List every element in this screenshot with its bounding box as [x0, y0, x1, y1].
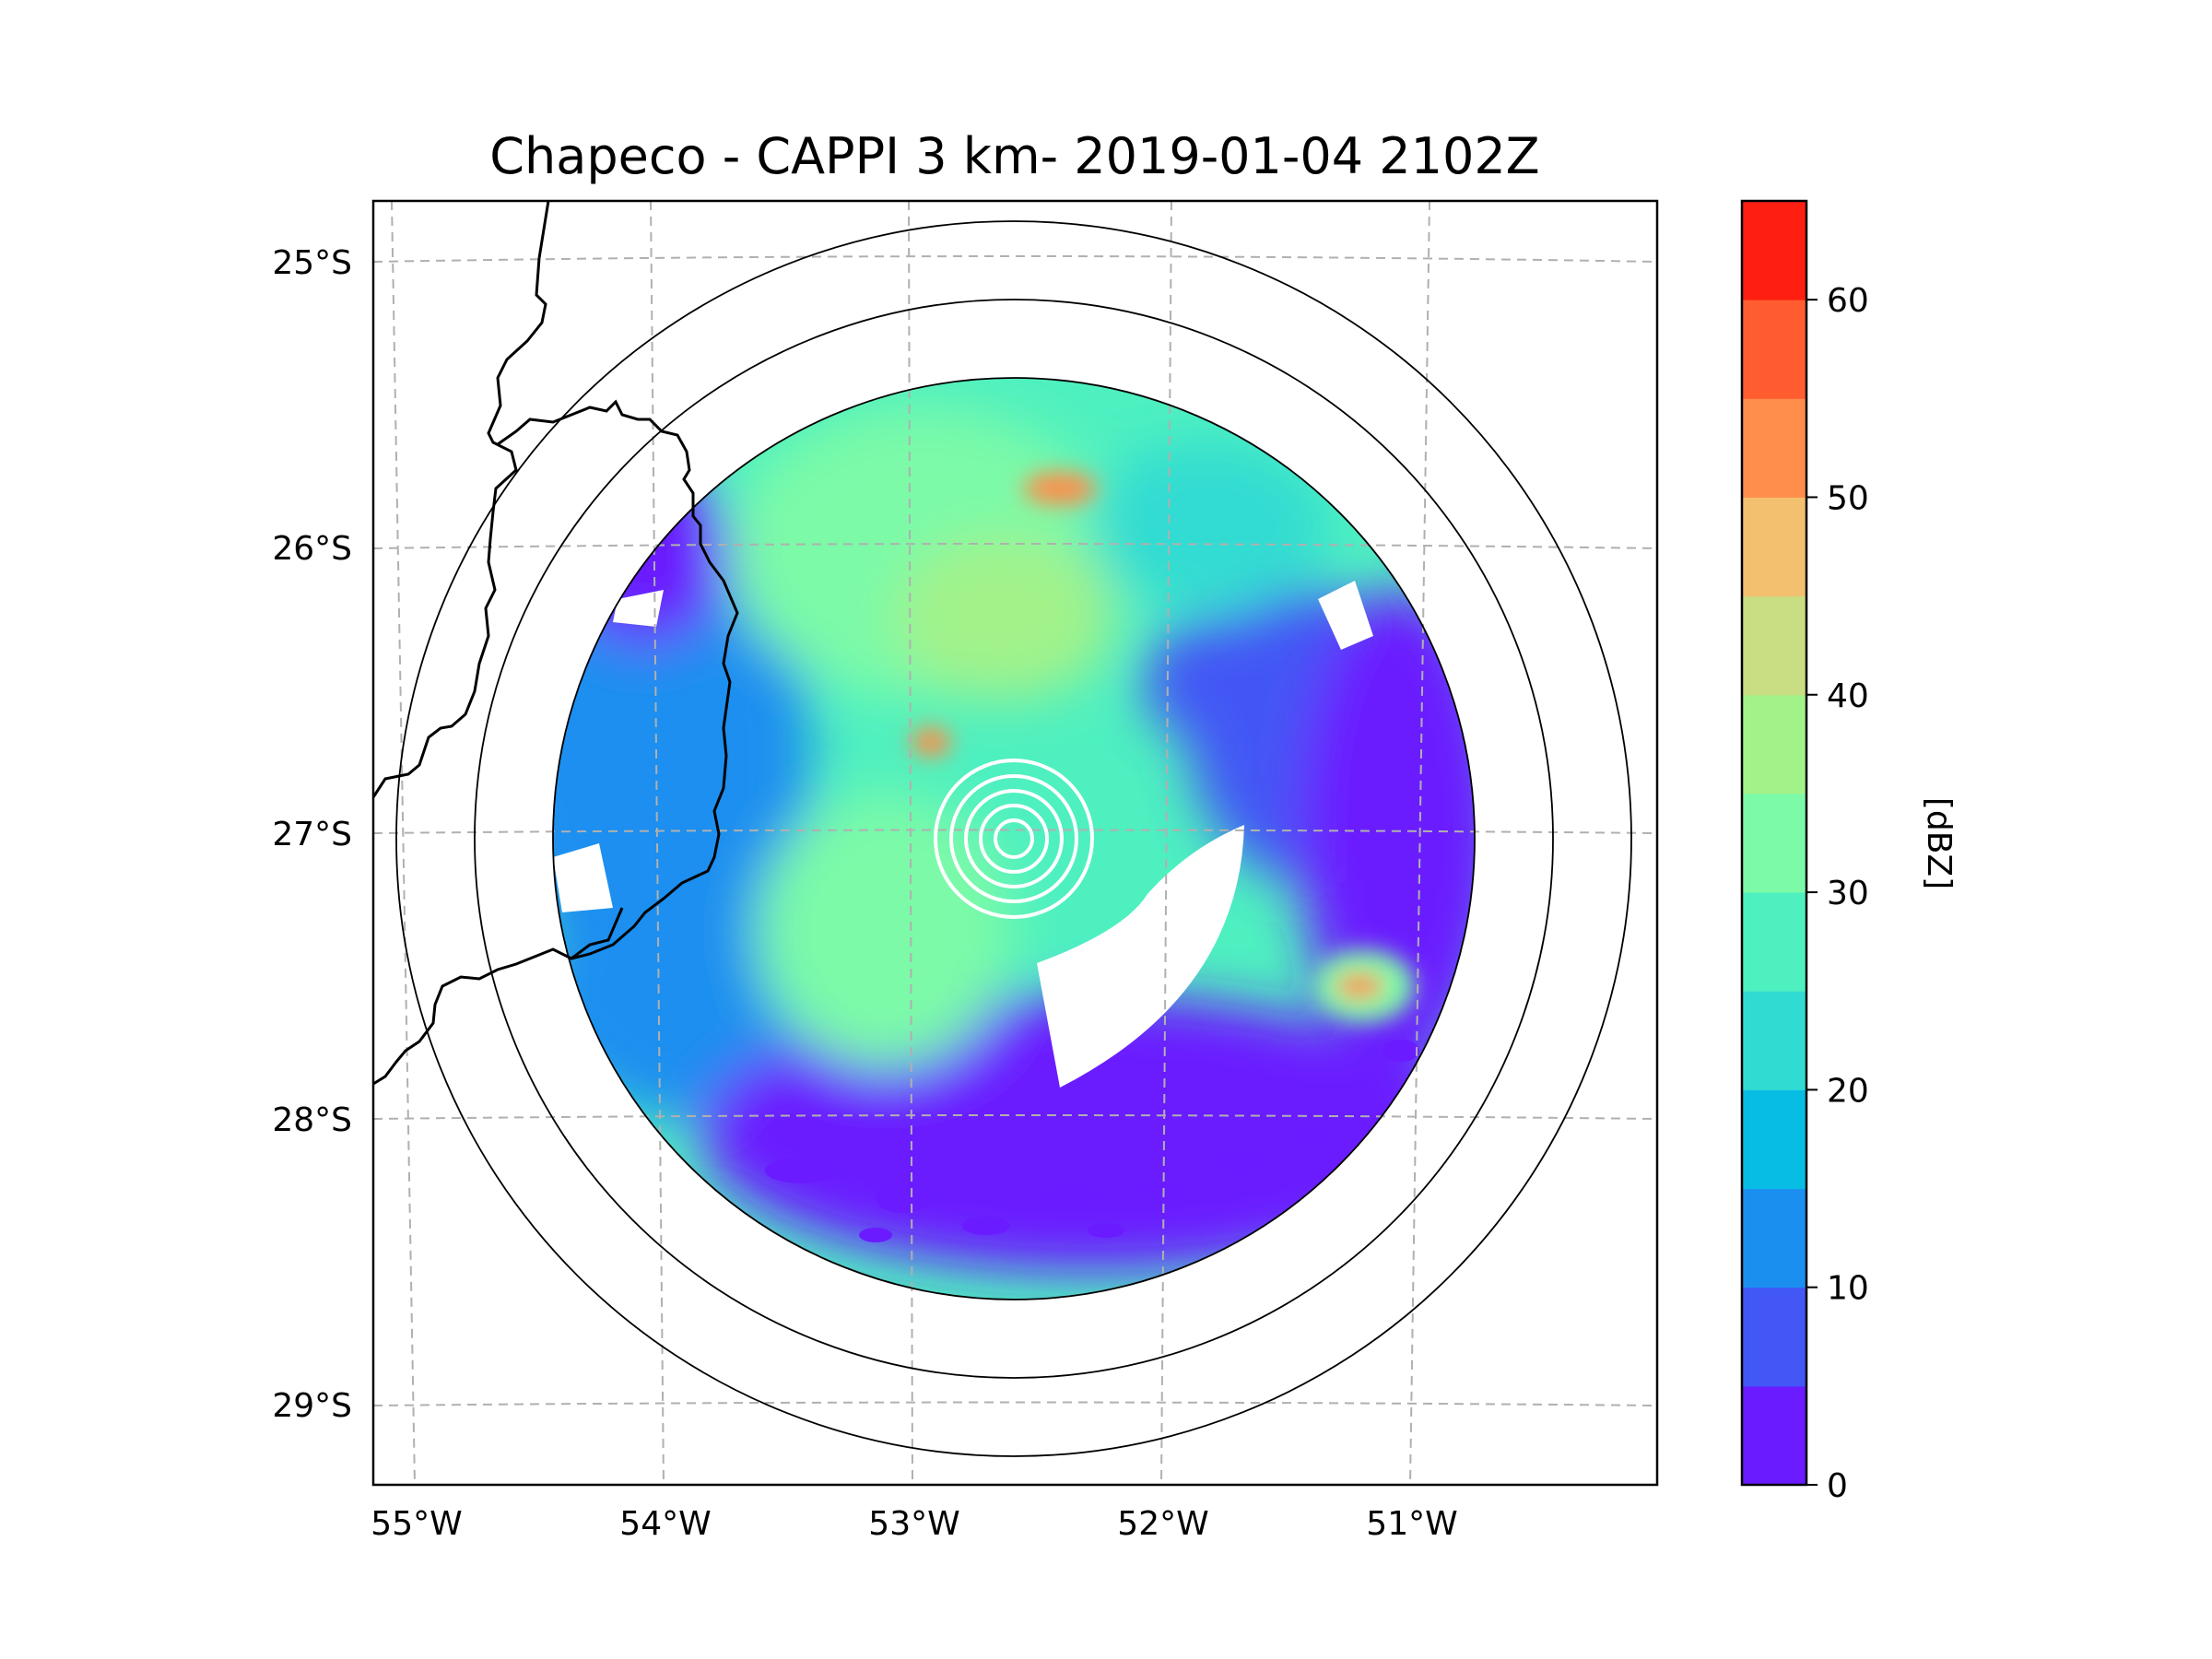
- fringe-blob: [765, 1158, 839, 1183]
- colorbar-segment: [1742, 300, 1806, 399]
- range-ring-outer: [395, 220, 1632, 1457]
- fringe-blob: [876, 1183, 931, 1213]
- colorbar-tick-label: 50: [1827, 479, 1869, 517]
- lon-label-53w: 53°W: [868, 1505, 959, 1543]
- colorbar-ticks: 0 10 20 30 40 50 60: [1806, 282, 1869, 1505]
- no-echo-sector-southeast: [1037, 825, 1244, 1088]
- no-echo-patch-northwest: [613, 590, 664, 627]
- map-title: Chapeco - CAPPI 3 km- 2019-01-04 2102Z: [489, 127, 1539, 185]
- longitude-labels: 55°W 54°W 53°W 52°W 51°W: [371, 1505, 1457, 1543]
- range-rings: [395, 220, 1632, 1457]
- colorbar-segment: [1742, 398, 1806, 498]
- colorbar: 0 10 20 30 40 50 60 [dBZ]: [1740, 199, 1958, 1505]
- site-ring: [994, 818, 1034, 859]
- lat-label-26s: 26°S: [272, 530, 352, 568]
- colorbar-segment: [1742, 201, 1806, 300]
- map-frame: [371, 199, 1659, 1487]
- fringe-blob: [1036, 1185, 1102, 1211]
- gridline-29s: [373, 1401, 1657, 1406]
- gridline-26s: [373, 543, 1657, 549]
- fringe-blob: [1135, 1178, 1187, 1200]
- colorbar-segment: [1742, 991, 1806, 1090]
- lon-label-52w: 52°W: [1117, 1505, 1208, 1543]
- lon-label-54w: 54°W: [619, 1505, 711, 1543]
- map-panel: [371, 199, 1659, 1487]
- gridline-52w: [1160, 201, 1172, 1485]
- echo-cell-east-core: [1335, 973, 1383, 999]
- fringe-blob: [1088, 1223, 1124, 1238]
- lon-label-51w: 51°W: [1366, 1505, 1457, 1543]
- echo-orange-center: [911, 727, 951, 757]
- site-ring: [979, 804, 1049, 874]
- lat-label-28s: 28°S: [272, 1101, 352, 1139]
- colorbar-segment: [1742, 497, 1806, 597]
- gridline-25s: [373, 255, 1657, 263]
- echo-green-north: [894, 535, 1115, 700]
- echo-mint-center: [756, 793, 1014, 1069]
- colorbar-segment: [1742, 892, 1806, 992]
- colorbar-segment: [1742, 793, 1806, 893]
- colorbar-label: [dBZ]: [1920, 797, 1958, 889]
- no-echo-patch-west: [553, 843, 613, 912]
- site-ring: [934, 759, 1094, 919]
- lat-label-27s: 27°S: [272, 816, 352, 853]
- lat-label-25s: 25°S: [272, 244, 352, 282]
- site-ring: [964, 789, 1064, 888]
- range-ring-mid: [474, 299, 1554, 1379]
- echo-orange-north: [1023, 472, 1097, 505]
- no-echo-patch-northeast: [1318, 581, 1373, 650]
- range-ring-inner: [552, 377, 1476, 1300]
- fringe-blob: [962, 1217, 1010, 1235]
- colorbar-segment: [1742, 1089, 1806, 1190]
- colorbar-tick-label: 10: [1827, 1270, 1869, 1308]
- border-brazil-argentina-south: [373, 907, 624, 1086]
- colorbar-tick-label: 60: [1827, 282, 1869, 320]
- colorbar-tick-label: 0: [1827, 1467, 1848, 1505]
- fringe-blob: [1285, 1123, 1333, 1145]
- colorbar-segment: [1742, 694, 1806, 794]
- colorbar-frame: [1740, 199, 1808, 1487]
- political-borders: [373, 201, 739, 1086]
- colorbar-segment: [1742, 595, 1806, 696]
- gridline-28s: [373, 1114, 1657, 1120]
- echo-cyan-northeast: [1088, 442, 1327, 608]
- echo-blue-center-east: [1143, 618, 1309, 747]
- map-gridlines: [373, 201, 1657, 1485]
- colorbar-tick-label: 20: [1827, 1072, 1869, 1110]
- gridline-51w: [1409, 201, 1430, 1485]
- gridline-53w: [908, 201, 913, 1485]
- colorbar-segment: [1742, 1188, 1806, 1288]
- colorbar-segments: [1742, 201, 1806, 1486]
- lon-label-55w: 55°W: [371, 1505, 462, 1543]
- colorbar-tick-label: 40: [1827, 677, 1869, 715]
- fringe-blob: [859, 1228, 892, 1242]
- gridline-55w: [391, 201, 416, 1485]
- radar-site-rings: [934, 759, 1094, 919]
- colorbar-segment: [1742, 1385, 1806, 1486]
- latitude-labels: 25°S 26°S 27°S 28°S 29°S: [272, 244, 352, 1425]
- border-misiones-brazil: [497, 399, 739, 960]
- gridline-27s: [373, 829, 1657, 834]
- fringe-blob: [1382, 1040, 1419, 1062]
- colorbar-segment: [1742, 1287, 1806, 1387]
- border-argentina-paraguay: [373, 201, 550, 798]
- lat-label-29s: 29°S: [272, 1387, 352, 1425]
- site-ring: [949, 774, 1078, 903]
- radar-southern-fringe: [765, 1040, 1419, 1242]
- gridline-54w: [650, 201, 665, 1485]
- fringe-blob: [1207, 1148, 1263, 1174]
- colorbar-tick-label: 30: [1827, 875, 1869, 912]
- echo-purple-east: [1300, 590, 1475, 1069]
